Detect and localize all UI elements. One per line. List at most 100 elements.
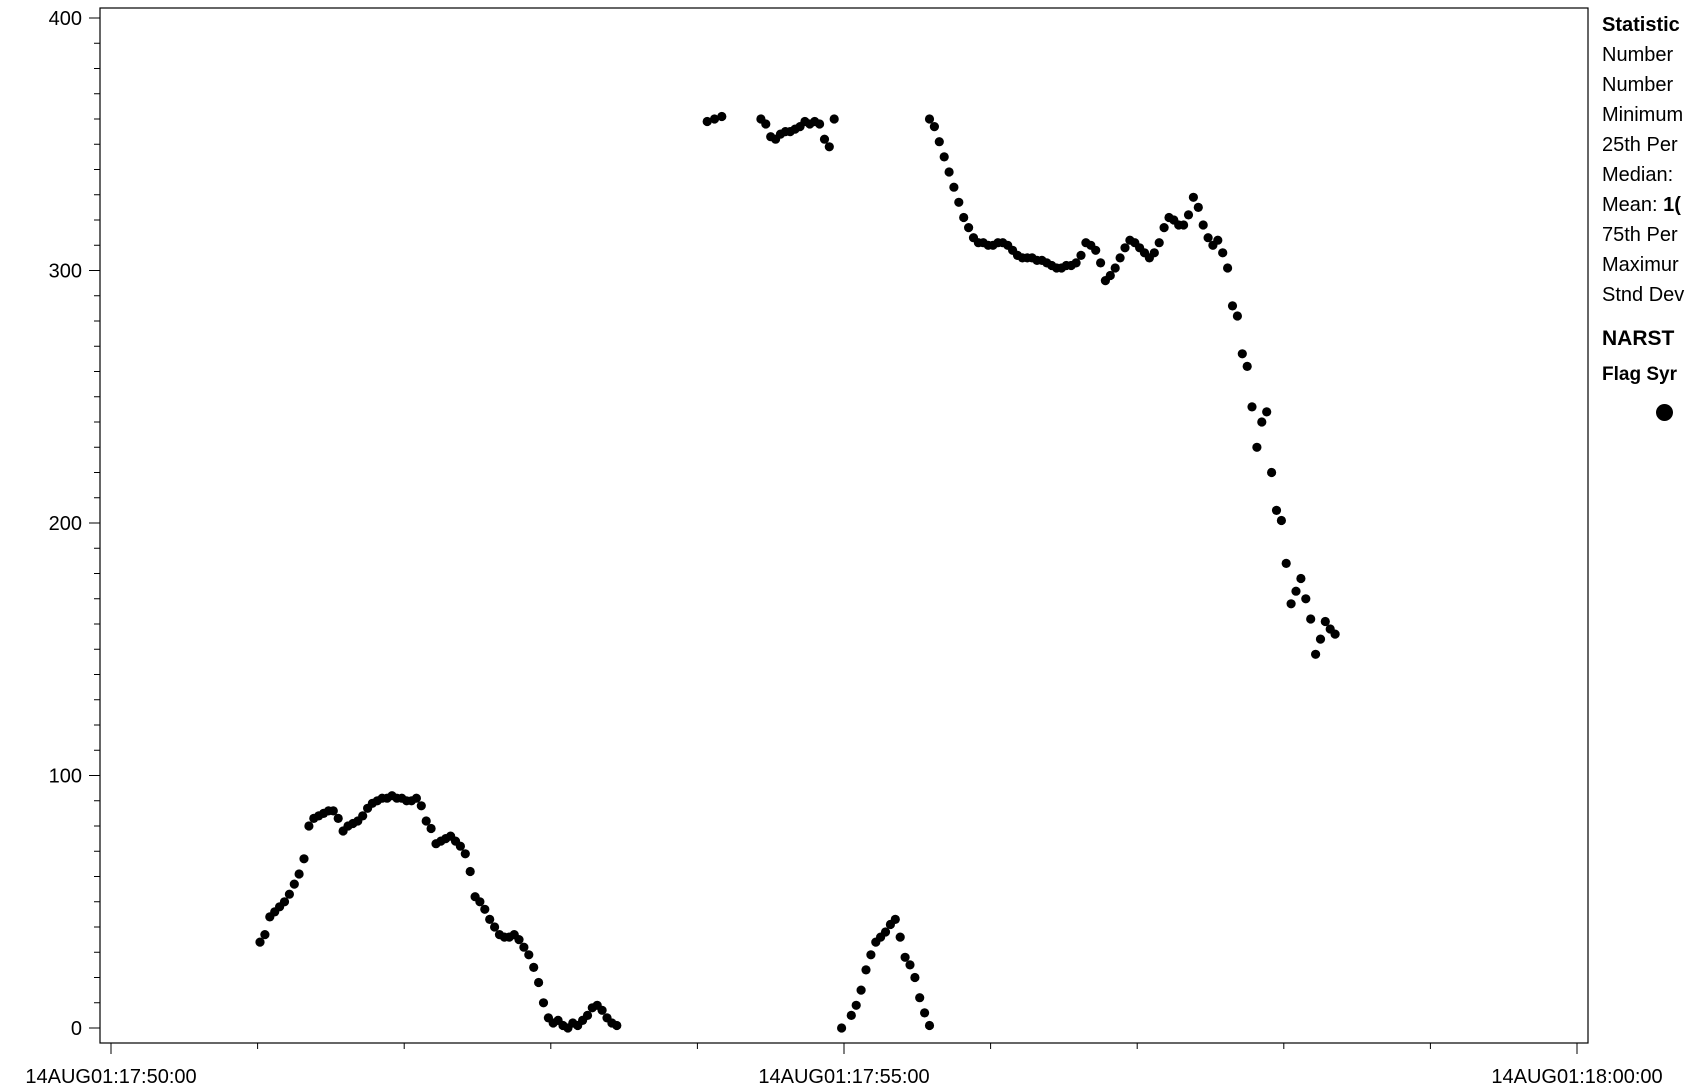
statistic-label: Stnd Dev xyxy=(1602,284,1685,306)
data-point xyxy=(819,134,830,144)
data-point xyxy=(582,1010,593,1021)
data-point xyxy=(717,111,727,122)
data-point xyxy=(255,937,265,947)
data-point xyxy=(1188,192,1198,202)
data-point xyxy=(416,801,426,811)
data-point xyxy=(304,821,314,831)
data-point xyxy=(905,960,915,970)
data-point xyxy=(1105,270,1115,281)
statistic-label: Median: xyxy=(1602,164,1674,186)
data-point xyxy=(299,854,309,864)
data-point xyxy=(1115,253,1125,263)
data-point xyxy=(284,889,294,899)
y-tick-label: 400 xyxy=(49,8,82,30)
statistic-row: 75th Per xyxy=(1602,220,1691,250)
data-point xyxy=(465,866,475,877)
data-point xyxy=(866,950,876,960)
data-point xyxy=(1223,263,1233,273)
x-tick-label: 14AUG01:17:55:00 xyxy=(758,1066,929,1088)
data-point xyxy=(959,212,969,223)
data-point xyxy=(1159,223,1169,233)
data-point xyxy=(289,879,299,889)
statistic-row: Median: xyxy=(1602,160,1691,190)
y-tick-label: 100 xyxy=(49,766,82,788)
statistics-rows: Number Number Minimum 25th Per Median: Mean: … xyxy=(1602,40,1691,310)
data-point xyxy=(1262,407,1272,417)
data-point xyxy=(1110,263,1120,273)
data-point xyxy=(1198,220,1208,230)
filled-circle-icon xyxy=(1656,404,1673,421)
data-point xyxy=(1291,586,1301,596)
data-point xyxy=(1203,233,1213,243)
statistic-row: Number xyxy=(1602,40,1691,70)
data-point xyxy=(294,869,304,879)
data-point xyxy=(1227,301,1238,311)
data-point xyxy=(702,116,712,127)
statistic-row: Mean: 1( xyxy=(1602,190,1691,220)
statistic-label: Minimum xyxy=(1602,104,1684,126)
data-point xyxy=(1276,515,1286,526)
data-point xyxy=(1213,235,1223,245)
data-point xyxy=(519,942,529,952)
data-point xyxy=(934,137,944,147)
data-point xyxy=(1237,349,1247,359)
data-point xyxy=(1193,202,1203,212)
data-point xyxy=(534,977,544,988)
data-point xyxy=(1330,629,1340,639)
data-point xyxy=(358,811,368,821)
data-point xyxy=(490,922,500,932)
statistic-label: 25th Per xyxy=(1602,134,1678,156)
data-point xyxy=(920,1008,930,1018)
flag-legend-row xyxy=(1602,390,1691,440)
data-point xyxy=(1242,361,1252,371)
data-point xyxy=(1311,649,1321,659)
data-point xyxy=(538,998,549,1008)
data-point xyxy=(829,114,839,124)
x-axis: 14AUG01:17:50:00 14AUG01:17:55:00 14AUG01:… xyxy=(25,1043,1663,1088)
data-point xyxy=(1076,250,1086,260)
data-points xyxy=(255,111,1340,1033)
data-point xyxy=(880,927,891,937)
data-point xyxy=(279,897,290,907)
data-point xyxy=(890,914,900,925)
data-point xyxy=(915,993,925,1003)
data-point xyxy=(900,952,910,962)
data-point xyxy=(524,950,534,960)
statistic-row: Maximur xyxy=(1602,250,1691,280)
data-point xyxy=(1179,220,1189,230)
data-point xyxy=(954,197,964,207)
statistic-row: Number xyxy=(1602,70,1691,100)
data-point xyxy=(460,849,470,859)
y-tick-label: 0 xyxy=(71,1018,82,1040)
data-point xyxy=(761,119,771,129)
statistics-panel: Statistic Number Number Minimum 25th Per Med… xyxy=(1602,10,1691,480)
data-point xyxy=(612,1020,622,1031)
data-point xyxy=(824,142,834,152)
data-point xyxy=(1252,442,1262,452)
statistic-label: Mean: xyxy=(1602,194,1658,216)
data-point xyxy=(1306,614,1316,624)
data-point xyxy=(949,182,959,192)
data-point xyxy=(944,167,954,177)
data-point xyxy=(529,962,539,973)
statistic-label: Maximur xyxy=(1602,254,1679,276)
statistic-label: 75th Per xyxy=(1602,224,1678,246)
data-point xyxy=(1281,558,1291,569)
y-tick-label: 200 xyxy=(49,513,82,535)
data-point xyxy=(1320,616,1330,627)
y-tick-label: 300 xyxy=(49,261,82,283)
data-point xyxy=(1296,573,1306,584)
data-point xyxy=(815,119,825,129)
data-point xyxy=(597,1005,607,1015)
statistics-title: Statistic xyxy=(1602,14,1680,36)
flag-symbol-title: Flag Syr xyxy=(1602,364,1677,385)
data-point xyxy=(709,114,720,124)
data-point xyxy=(1071,258,1081,268)
data-point xyxy=(1286,599,1296,609)
data-point xyxy=(939,152,949,162)
data-point xyxy=(924,1020,935,1031)
data-point xyxy=(1267,467,1277,478)
data-point xyxy=(895,932,905,942)
data-point xyxy=(455,841,465,851)
data-point xyxy=(1257,417,1267,427)
